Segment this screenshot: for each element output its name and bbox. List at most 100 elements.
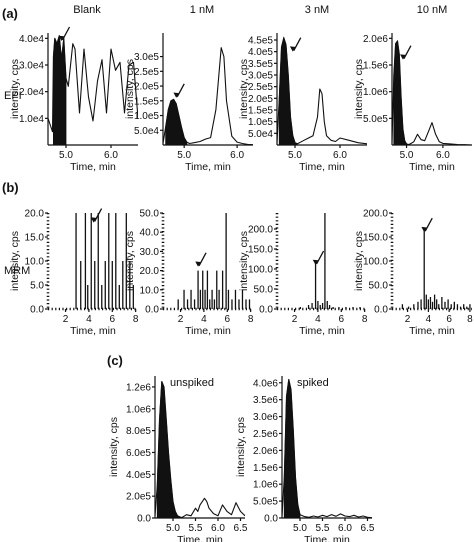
x-tick-label: 5.0 (59, 150, 73, 161)
chart-c-unspiked: 0.0 2.0e5 4.0e5 6.0e5 8.0e5 1.0e6 1.2e6 5.0 5.5 6… (108, 376, 248, 542)
x-axis-label: Time, min (299, 325, 345, 337)
y-tick-label: 100.0 (248, 265, 273, 276)
peak-arrow-head (58, 35, 65, 41)
y-tick-label: 0.0 (264, 514, 278, 525)
y-tick-label: 2.0e5 (134, 82, 159, 93)
x-tick-label: 6.0 (211, 523, 225, 534)
x-tick-label: 6 (446, 314, 452, 325)
peak-arrow-head (90, 217, 97, 223)
x-tick-label: 5.5 (316, 523, 330, 534)
peak-arrow-head (289, 46, 296, 52)
y-tick-label: 0.0 (145, 305, 159, 316)
peak-arrow (176, 83, 185, 98)
y-axis-label: intensity, cps (353, 59, 365, 119)
x-tick-label: 8 (133, 314, 139, 325)
y-tick-label: 50.0 (369, 281, 389, 292)
x-axis-label: Time, min (185, 161, 231, 173)
y-tick-label: 2.0e6 (363, 34, 388, 45)
y-tick-label: 20.0 (25, 209, 45, 220)
row-label-epi: EPI (4, 90, 22, 102)
chromatogram-trace (48, 35, 138, 133)
y-axis-label: intensity, cps (9, 231, 21, 291)
peak-arrow-head (421, 226, 427, 233)
inset-label: spiked (297, 377, 329, 389)
y-tick-label: 0.0 (259, 305, 273, 316)
x-axis-label: Time, min (409, 161, 455, 173)
y-tick-label: 3.0e4 (19, 61, 44, 72)
y-axis-label: intensity, cps (238, 231, 250, 291)
peak-arrow (61, 26, 71, 41)
y-tick-label: 150.0 (248, 245, 273, 256)
y-tick-label: 150.0 (363, 233, 388, 244)
plot-inner (177, 213, 251, 309)
y-tick-label: 5.0e5 (253, 497, 278, 508)
x-tick-label: 4 (426, 314, 432, 325)
peak-arrow (424, 217, 433, 232)
y-axis-label: intensity, cps (9, 59, 21, 119)
x-tick-label: 5.5 (189, 523, 203, 534)
x-tick-label: 6.5 (361, 523, 375, 534)
y-tick-label: 2.0e4 (19, 87, 44, 98)
y-tick-label: 1.5e5 (248, 106, 273, 117)
plot-inner (155, 380, 245, 518)
peak-arrow-head (400, 54, 406, 60)
chromatogram-trace (163, 47, 253, 145)
y-axis-label: intensity, cps (353, 231, 365, 291)
chart-a-3-nm: 5.0e41.0e51.5e52.0e52.5e53.0e53.5e54.0e5… (238, 33, 367, 173)
x-tick-label: 6 (110, 314, 116, 325)
peak-arrow (315, 250, 325, 265)
column-title-3nm: 3 nM (305, 4, 329, 16)
x-tick-label: 4 (86, 314, 92, 325)
peak-arrow (94, 208, 103, 222)
peak-arrow-head (195, 261, 201, 267)
y-tick-label: 3.5e6 (253, 395, 278, 406)
y-tick-label: 4.0e5 (126, 470, 151, 481)
y-tick-label: 2.5e5 (134, 67, 159, 78)
x-tick-label: 2 (178, 314, 184, 325)
x-tick-label: 5.0 (177, 150, 191, 161)
analyte-peak-area (278, 36, 298, 145)
chromatogram-trace (277, 37, 367, 145)
y-tick-label: 3.0e5 (134, 52, 159, 63)
x-axis-label: Time, min (185, 325, 231, 337)
x-tick-label: 6.0 (436, 150, 450, 161)
y-tick-label: 10.0 (140, 285, 160, 296)
x-axis-label: Time, min (299, 161, 345, 173)
x-tick-label: 5.0 (288, 150, 302, 161)
chromatogram-trace (282, 378, 372, 518)
plot-inner (299, 213, 361, 309)
x-tick-label: 5.0 (166, 523, 180, 534)
y-tick-label: 0.0 (374, 305, 388, 316)
x-tick-label: 4 (315, 314, 321, 325)
y-tick-label: 4.0e4 (19, 34, 44, 45)
y-tick-label: 0.0 (30, 305, 44, 316)
panel-label-b: (b) (2, 180, 19, 195)
y-tick-label: 1.0e5 (134, 111, 159, 122)
y-axis-label: intensity, cps (124, 231, 136, 291)
y-tick-label: 20.0 (140, 266, 160, 277)
y-tick-label: 8.0e5 (126, 426, 151, 437)
x-axis-label: Time, min (409, 325, 455, 337)
x-tick-label: 5.0 (400, 150, 414, 161)
x-tick-label: 6.0 (230, 150, 244, 161)
x-tick-label: 6.0 (104, 150, 118, 161)
peak-arrow (198, 252, 207, 267)
y-tick-label: 5.0e4 (134, 126, 159, 137)
y-tick-label: 1.5e5 (134, 96, 159, 107)
plot-inner (392, 39, 472, 145)
y-tick-label: 3.5e5 (248, 59, 273, 70)
y-tick-label: 3.0e5 (248, 71, 273, 82)
y-tick-label: 1.5e6 (363, 61, 388, 72)
column-title-blank: Blank (73, 4, 101, 16)
plot-inner (401, 227, 471, 309)
chromatogram-trace (155, 380, 245, 518)
y-axis-label: intensity, cps (238, 59, 250, 119)
y-tick-label: 100.0 (363, 257, 388, 268)
x-axis-label: Time, min (304, 534, 350, 542)
chart-b-10-nm: 0.0 50.0 100.0 150.0 200.0 2 4 6 8 Time, min inten… (353, 209, 473, 338)
x-tick-label: 4 (201, 314, 207, 325)
y-tick-label: 2.0e5 (248, 94, 273, 105)
chart-c-spiked: 0.0 5.0e5 1.0e6 1.5e6 2.0e6 2.5e6 3.0e6 3.5e6 4.… (235, 376, 375, 542)
